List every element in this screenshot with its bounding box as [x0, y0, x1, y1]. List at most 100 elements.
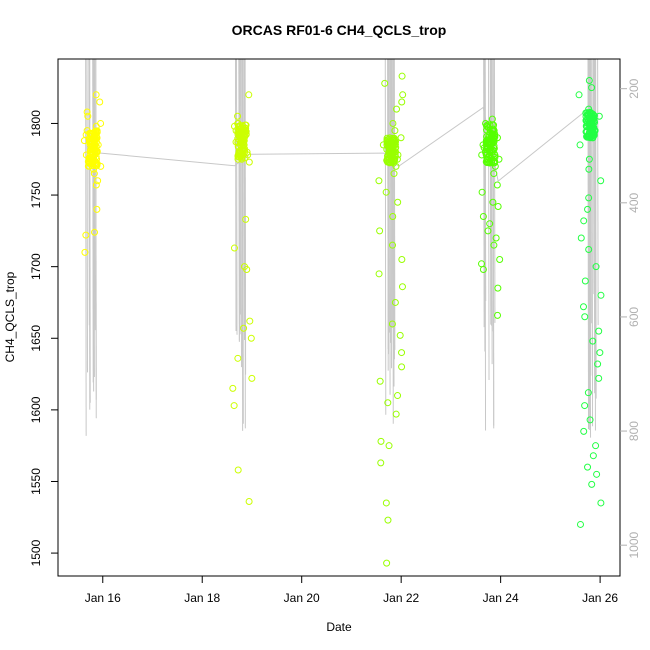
data-point: [495, 155, 503, 163]
x-tick-label: Jan 22: [383, 591, 419, 605]
y2-tick-label: 1000: [627, 532, 641, 559]
y-tick-label: 1600: [29, 396, 43, 423]
x-axis: Jan 16 Jan 18 Jan 20 Jan 22 Jan 24 Jan 26: [85, 576, 618, 605]
data-point: [245, 158, 253, 166]
x-axis-label: Date: [326, 620, 352, 634]
data-point: [579, 303, 587, 311]
data-point: [595, 327, 603, 335]
data-point: [392, 410, 400, 418]
data-point: [595, 374, 603, 382]
data-point: [97, 162, 105, 170]
y-tick-label: 1700: [29, 253, 43, 280]
data-point: [398, 98, 406, 106]
data-point: [488, 115, 496, 123]
data-point: [377, 437, 385, 445]
data-point: [391, 138, 399, 146]
data-point: [376, 227, 384, 235]
data-point: [91, 228, 99, 236]
data-point: [479, 213, 487, 221]
data-point: [92, 133, 100, 141]
data-point: [238, 155, 246, 163]
y-axis-label: CH4_QCLS_trop: [3, 271, 17, 362]
data-point: [496, 255, 504, 263]
data-point: [595, 112, 603, 120]
data-point: [389, 137, 397, 145]
data-point: [398, 72, 406, 80]
data-point: [597, 177, 605, 185]
data-point: [84, 112, 92, 120]
data-point: [83, 127, 91, 135]
data-point: [239, 124, 247, 132]
data-point: [232, 138, 240, 146]
data-point: [93, 148, 101, 156]
data-point: [381, 79, 389, 87]
data-point: [248, 374, 256, 382]
data-point: [585, 105, 593, 113]
data-point: [90, 170, 98, 178]
data-point: [588, 480, 596, 488]
data-point: [386, 148, 394, 156]
data-point: [592, 263, 600, 271]
data-point: [229, 384, 237, 392]
data-point: [399, 91, 407, 99]
data-point: [596, 349, 604, 357]
data-point: [237, 134, 245, 142]
data-point: [484, 135, 492, 143]
data-point: [391, 140, 399, 148]
data-point: [494, 311, 502, 319]
data-point: [583, 109, 591, 117]
data-point: [234, 466, 242, 474]
data-point: [232, 127, 240, 135]
y-axis: 1500 1550 1600 1650 1700 1750 1800: [29, 110, 58, 566]
data-point: [594, 360, 602, 368]
data-point: [397, 134, 405, 142]
x-tick-label: Jan 26: [582, 591, 618, 605]
data-point: [588, 84, 596, 92]
data-point: [484, 227, 492, 235]
data-point: [247, 334, 255, 342]
data-point: [586, 416, 594, 424]
data-point: [234, 354, 242, 362]
data-point: [244, 151, 252, 159]
data-point: [585, 155, 593, 163]
chart-title: ORCAS RF01-6 CH4_QCLS_trop: [232, 22, 447, 38]
data-point: [389, 241, 397, 249]
data-point: [388, 320, 396, 328]
data-point: [90, 165, 98, 173]
data-point: [478, 151, 486, 159]
data-point: [490, 170, 498, 178]
data-point: [576, 141, 584, 149]
data-point: [382, 188, 390, 196]
data-point: [581, 277, 589, 285]
data-point: [230, 402, 238, 410]
y-tick-label: 1500: [29, 539, 43, 566]
y2-tick-label: 400: [627, 192, 641, 212]
data-point: [245, 91, 253, 99]
data-point: [390, 155, 398, 163]
data-point: [586, 134, 594, 142]
data-point: [394, 392, 402, 400]
data-point: [240, 141, 248, 149]
data-point: [376, 377, 384, 385]
data-point: [96, 98, 104, 106]
data-point: [597, 499, 605, 507]
data-point: [398, 349, 406, 357]
data-point: [585, 245, 593, 253]
data-point: [379, 141, 387, 149]
data-point: [392, 162, 400, 170]
data-point: [81, 248, 89, 256]
data-point: [83, 108, 91, 116]
y-tick-label: 1650: [29, 325, 43, 352]
data-point: [390, 170, 398, 178]
y-tick-label: 1800: [29, 110, 43, 137]
data-point: [384, 516, 392, 524]
data-point: [589, 452, 597, 460]
data-point: [394, 151, 402, 159]
data-point: [230, 244, 238, 252]
data-point: [92, 122, 100, 130]
y2-axis: 200 400 600 800 1000: [620, 78, 641, 559]
data-point: [396, 331, 404, 339]
x-tick-label: Jan 16: [85, 591, 121, 605]
x-tick-label: Jan 20: [284, 591, 320, 605]
data-point: [593, 470, 601, 478]
